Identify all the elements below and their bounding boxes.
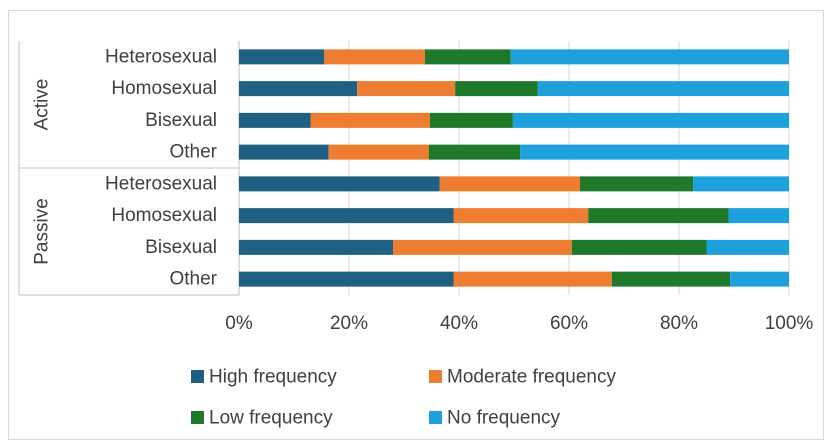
bar-passive-other-low-frequency xyxy=(611,271,731,287)
legend-label-high-frequency: High frequency xyxy=(209,367,337,388)
bar-passive-other-no-frequency xyxy=(730,271,789,287)
bar-passive-homosexual-no-frequency xyxy=(728,208,789,224)
x-tick-label-40: 40% xyxy=(440,313,478,334)
bar-passive-heterosexual-no-frequency xyxy=(693,176,789,192)
group-labels: Active Passive xyxy=(18,41,239,296)
category-labels: Heterosexual Homosexual Bisexual Other Heter… xyxy=(105,46,218,289)
x-tick-label-0: 0% xyxy=(225,313,253,334)
legend-swatch-low-frequency xyxy=(191,411,204,424)
bar-passive-heterosexual-low-frequency xyxy=(580,176,694,192)
bar-active-other-moderate-frequency xyxy=(328,144,429,160)
group-label-active: Active xyxy=(32,79,53,131)
gridlines xyxy=(238,41,790,295)
bar-active-heterosexual-low-frequency xyxy=(424,49,511,65)
legend-swatch-moderate-frequency xyxy=(429,370,442,383)
bar-active-other-no-frequency xyxy=(520,144,789,160)
bar-passive-homosexual-high-frequency xyxy=(239,208,454,224)
bar-active-homosexual-no-frequency xyxy=(537,81,789,97)
stacked-bar-chart: Heterosexual Homosexual Bisexual Other Heter… xyxy=(18,41,813,429)
category-label-active-homosexual: Homosexual xyxy=(111,78,217,99)
x-tick-label-60: 60% xyxy=(550,313,588,334)
legend-label-no-frequency: No frequency xyxy=(447,408,561,429)
legend: High frequency Moderate frequency Low freq… xyxy=(191,367,616,429)
chart-frame: Heterosexual Homosexual Bisexual Other Heter… xyxy=(8,10,824,440)
bar-active-heterosexual-high-frequency xyxy=(239,49,325,65)
category-label-active-bisexual: Bisexual xyxy=(145,110,217,131)
bar-passive-other-high-frequency xyxy=(239,271,454,287)
bar-passive-bisexual-low-frequency xyxy=(571,239,707,255)
bar-active-other-high-frequency xyxy=(239,144,329,160)
bar-active-bisexual-high-frequency xyxy=(239,112,311,128)
bar-passive-heterosexual-high-frequency xyxy=(239,176,440,192)
group-label-passive: Passive xyxy=(32,198,53,265)
legend-label-low-frequency: Low frequency xyxy=(209,408,333,429)
x-tick-label-20: 20% xyxy=(330,313,368,334)
bar-passive-other-moderate-frequency xyxy=(453,271,612,287)
category-label-passive-heterosexual: Heterosexual xyxy=(105,173,217,194)
bar-active-bisexual-no-frequency xyxy=(512,112,789,128)
legend-label-moderate-frequency: Moderate frequency xyxy=(447,367,616,388)
category-label-passive-other: Other xyxy=(169,269,217,290)
bar-active-other-low-frequency xyxy=(428,144,521,160)
bar-active-bisexual-moderate-frequency xyxy=(310,112,430,128)
category-label-active-other: Other xyxy=(169,142,217,163)
bars xyxy=(239,49,789,287)
bar-active-homosexual-high-frequency xyxy=(239,81,358,97)
bar-passive-heterosexual-moderate-frequency xyxy=(439,176,580,192)
bar-active-heterosexual-no-frequency xyxy=(510,49,789,65)
bar-active-bisexual-low-frequency xyxy=(429,112,513,128)
x-tick-label-80: 80% xyxy=(660,313,698,334)
legend-swatch-high-frequency xyxy=(191,370,204,383)
x-axis-ticks: 0% 20% 40% 60% 80% 100% xyxy=(225,313,813,334)
bar-passive-bisexual-moderate-frequency xyxy=(393,239,572,255)
legend-swatch-no-frequency xyxy=(429,411,442,424)
category-label-passive-homosexual: Homosexual xyxy=(111,205,217,226)
category-label-passive-bisexual: Bisexual xyxy=(145,237,217,258)
bar-passive-bisexual-no-frequency xyxy=(706,239,789,255)
bar-active-homosexual-low-frequency xyxy=(455,81,538,97)
bar-active-homosexual-moderate-frequency xyxy=(357,81,456,97)
bar-passive-homosexual-low-frequency xyxy=(588,208,729,224)
bar-active-heterosexual-moderate-frequency xyxy=(324,49,425,65)
category-label-active-heterosexual: Heterosexual xyxy=(105,46,217,67)
x-tick-label-100: 100% xyxy=(765,313,814,334)
bar-passive-homosexual-moderate-frequency xyxy=(453,208,589,224)
bar-passive-bisexual-high-frequency xyxy=(239,239,393,255)
